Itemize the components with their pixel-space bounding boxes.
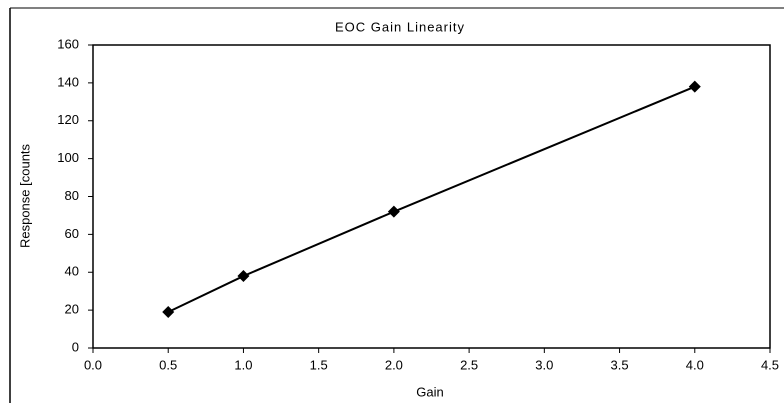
series-line [167, 85, 696, 313]
y-tick-label: 60 [65, 226, 79, 241]
x-tick-label: 2.0 [385, 357, 403, 372]
x-tick-label: 3.5 [611, 357, 629, 372]
y-tick-label: 80 [65, 188, 79, 203]
y-tick-label: 20 [65, 302, 79, 317]
y-axis-label: Response [counts [17, 143, 32, 248]
chart-title: EOC Gain Linearity [335, 19, 465, 34]
x-axis-label: Gain [416, 384, 443, 399]
y-tick-label: 100 [57, 150, 79, 165]
y-tick-label: 120 [57, 112, 79, 127]
x-tick-label: 1.0 [234, 357, 252, 372]
y-tick-label: 40 [65, 264, 79, 279]
x-tick-label: 4.0 [686, 357, 704, 372]
x-tick-label: 3.0 [535, 357, 553, 372]
x-tick-label: 4.5 [761, 357, 779, 372]
data-point [387, 205, 400, 218]
y-tick-label: 160 [57, 36, 79, 51]
y-tick-label: 0 [72, 339, 79, 354]
x-tick-label: 2.5 [460, 357, 478, 372]
x-tick-label: 0.0 [84, 357, 102, 372]
data-point [162, 306, 175, 319]
data-point [237, 270, 250, 283]
y-tick-label: 140 [57, 74, 79, 89]
x-tick-label: 0.5 [159, 357, 177, 372]
data-point [688, 80, 701, 93]
x-tick-label: 1.5 [310, 357, 328, 372]
